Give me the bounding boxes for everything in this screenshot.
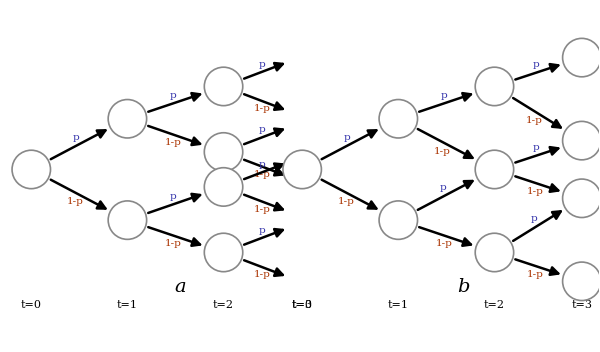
Text: 1-p: 1-p bbox=[164, 138, 181, 147]
Text: p: p bbox=[259, 226, 266, 235]
Text: 1-p: 1-p bbox=[526, 116, 542, 125]
Circle shape bbox=[475, 67, 514, 106]
Circle shape bbox=[563, 121, 600, 160]
Text: 1-p: 1-p bbox=[527, 270, 544, 279]
Text: 1-p: 1-p bbox=[254, 205, 271, 214]
Circle shape bbox=[379, 100, 418, 138]
Circle shape bbox=[563, 38, 600, 77]
Text: 1-p: 1-p bbox=[164, 239, 181, 248]
Text: 1-p: 1-p bbox=[434, 146, 451, 156]
Circle shape bbox=[379, 201, 418, 239]
Circle shape bbox=[563, 262, 600, 301]
Text: p: p bbox=[530, 214, 538, 223]
Text: a: a bbox=[174, 278, 185, 296]
Text: 1-p: 1-p bbox=[436, 239, 452, 248]
Circle shape bbox=[283, 150, 322, 189]
Circle shape bbox=[205, 168, 243, 206]
Text: p: p bbox=[73, 133, 79, 142]
Text: p: p bbox=[440, 90, 447, 100]
Circle shape bbox=[108, 100, 146, 138]
Text: t=1: t=1 bbox=[388, 300, 409, 310]
Text: p: p bbox=[259, 60, 266, 69]
Text: 1-p: 1-p bbox=[527, 187, 544, 196]
Text: t=2: t=2 bbox=[484, 300, 505, 310]
Text: p: p bbox=[532, 60, 539, 69]
Text: p: p bbox=[532, 143, 539, 152]
Text: p: p bbox=[259, 160, 266, 169]
Text: p: p bbox=[439, 183, 446, 192]
Text: t=2: t=2 bbox=[213, 300, 234, 310]
Circle shape bbox=[475, 233, 514, 272]
Text: p: p bbox=[170, 191, 176, 201]
Circle shape bbox=[108, 201, 146, 239]
Text: p: p bbox=[343, 133, 350, 142]
Text: 1-p: 1-p bbox=[254, 270, 271, 279]
Circle shape bbox=[205, 67, 243, 106]
Circle shape bbox=[563, 179, 600, 218]
Circle shape bbox=[205, 133, 243, 171]
Text: t=3: t=3 bbox=[292, 300, 313, 310]
Circle shape bbox=[475, 150, 514, 189]
Text: t=0: t=0 bbox=[292, 300, 313, 310]
Text: p: p bbox=[259, 125, 266, 134]
Text: t=1: t=1 bbox=[117, 300, 138, 310]
Text: t=3: t=3 bbox=[571, 300, 592, 310]
Text: 1-p: 1-p bbox=[254, 104, 271, 113]
Text: b: b bbox=[458, 278, 470, 296]
Text: 1-p: 1-p bbox=[338, 197, 355, 206]
Circle shape bbox=[12, 150, 50, 189]
Circle shape bbox=[205, 233, 243, 272]
Text: 1-p: 1-p bbox=[254, 170, 271, 179]
Text: t=0: t=0 bbox=[21, 300, 42, 310]
Text: p: p bbox=[170, 90, 176, 100]
Text: 1-p: 1-p bbox=[67, 197, 84, 206]
